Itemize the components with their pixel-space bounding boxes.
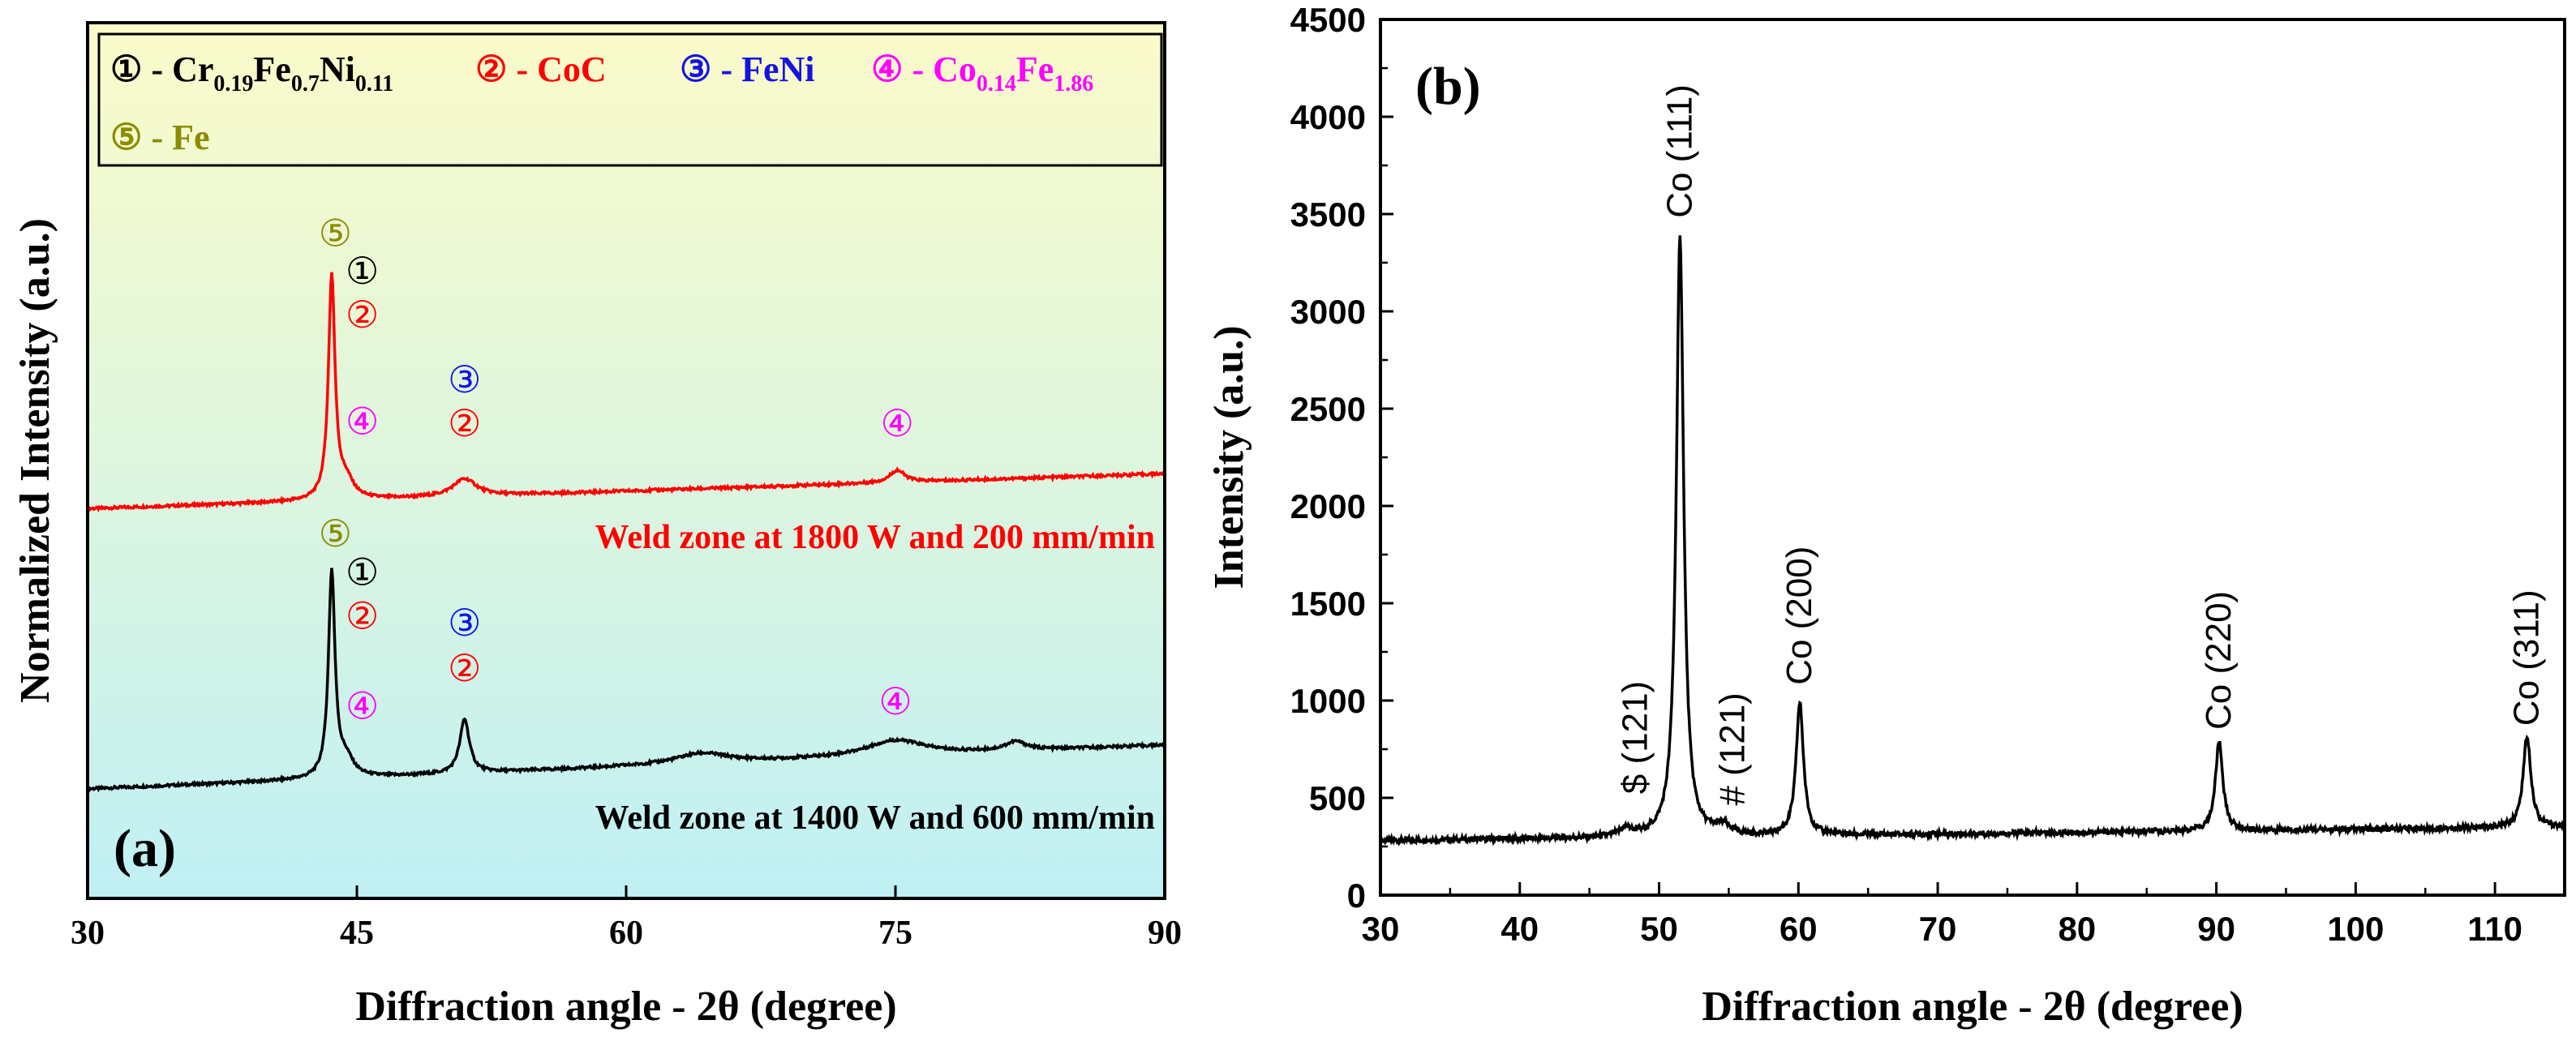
panel-a-peak-marker: ④ xyxy=(878,681,912,722)
legend-5-text: Fe xyxy=(172,118,209,157)
series-label-1800w: Weld zone at 1800 W and 200 mm/min xyxy=(595,519,1155,556)
panel-a-peak-marker: ③ xyxy=(448,602,481,644)
panel-b-x-tick-label: 70 xyxy=(1919,910,1957,948)
panel-a-x-tick-label: 75 xyxy=(878,915,912,952)
panel-a-peak-marker: ② xyxy=(448,648,481,689)
panel-a-peak-marker: ⑤ xyxy=(319,513,352,555)
panel-b-x-tick-label: 100 xyxy=(2327,910,2384,948)
panel-b-y-tick-label: 2500 xyxy=(1290,390,1366,428)
legend: ① - Cr0.19Fe0.7Ni0.11 ② - CoC ③ - FeNi ④… xyxy=(110,49,1093,157)
panel-a-x-tick-label: 45 xyxy=(340,915,374,952)
legend-4-sub1: 0.14 xyxy=(977,71,1016,96)
panel-label-a: (a) xyxy=(114,819,176,878)
legend-4-number: ④ xyxy=(871,49,903,89)
legend-1-text3: Ni xyxy=(320,49,355,89)
panel-a-peak-marker: ④ xyxy=(346,686,379,727)
panel-b: $ (121) Co (111) # (121) Co (200) Co (220) Co… xyxy=(1206,1,2566,1030)
panel-a-peak-marker: ② xyxy=(346,294,379,336)
legend-3-number: ③ xyxy=(680,49,711,89)
legend-entry-5: ⑤ - Fe xyxy=(110,118,210,157)
panel-b-x-axis-label: Diffraction angle - 2θ (degree) xyxy=(1702,984,2243,1030)
panel-a-peak-marker: ① xyxy=(346,551,379,593)
legend-1-dash: - xyxy=(142,49,172,89)
legend-3-dash: - xyxy=(711,49,741,89)
panel-b-x-tick-label: 40 xyxy=(1501,910,1539,948)
legend-5-dash: - xyxy=(142,118,172,157)
legend-5-number: ⑤ xyxy=(110,118,142,157)
panel-b-peak-label: Co (220) xyxy=(2199,591,2239,730)
panel-b-peak-label: Co (311) xyxy=(2507,589,2547,726)
panel-b-y-ticks: 0 500 1000 1500 2000 2500 3000 3500 4000 4500 xyxy=(1290,1,1393,915)
legend-box xyxy=(97,32,1163,167)
legend-1-text: Cr xyxy=(172,49,213,89)
panel-a-x-ticks: 30 45 60 75 90 xyxy=(71,885,1182,952)
panel-a-x-tick-label: 30 xyxy=(71,915,105,952)
panel-b-x-tick-label: 110 xyxy=(2467,910,2522,948)
panel-a-peak-marker: ① xyxy=(346,251,379,292)
panel-b-y-tick-label: 2000 xyxy=(1290,487,1366,525)
legend-1-sub2: 0.7 xyxy=(291,71,320,96)
panel-a-peak-marker: ④ xyxy=(346,401,379,443)
legend-entry-1: ① - Cr0.19Fe0.7Ni0.11 xyxy=(110,49,393,96)
panel-a-series-line-0 xyxy=(86,272,1166,513)
panel-b-x-tick-label: 80 xyxy=(2058,910,2096,948)
panel-a-peak-marker: ② xyxy=(448,403,481,444)
panel-b-background xyxy=(1380,19,2565,895)
panel-b-peak-label: # (121) xyxy=(1713,692,1753,805)
panel-b-peak-label: Co (200) xyxy=(1780,546,1819,685)
legend-entry-2: ② - CoC xyxy=(475,49,607,89)
panel-b-y-tick-label: 500 xyxy=(1309,779,1366,817)
legend-1-text2: Fe xyxy=(253,49,290,89)
panel-b-x-tick-label: 50 xyxy=(1640,910,1678,948)
panel-a-series-layer xyxy=(86,272,1166,794)
series-label-1400w: Weld zone at 1400 W and 600 mm/min xyxy=(595,799,1155,837)
panel-a-series-line-1 xyxy=(86,568,1166,794)
legend-4-text: Co xyxy=(933,49,977,89)
panel-a-peak-marker: ④ xyxy=(881,403,914,444)
legend-2-dash: - xyxy=(507,49,537,89)
panel-b-x-ticks: 30 40 50 60 70 80 90 100 110 xyxy=(1362,882,2522,948)
panel-a-y-axis-label: Normalized Intensity (a.u.) xyxy=(12,218,58,703)
legend-1-number: ① xyxy=(110,49,142,89)
panel-b-y-tick-label: 0 xyxy=(1347,876,1366,915)
panel-b-x-tick-label: 60 xyxy=(1780,910,1818,948)
panel-a-peak-marker: ② xyxy=(346,595,379,636)
panel-b-y-tick-label: 4500 xyxy=(1290,1,1366,39)
panel-b-x-tick-label: 90 xyxy=(2197,910,2235,948)
panel-a-peak-marker: ⑤ xyxy=(319,212,352,254)
panel-b-peak-label: Co (111) xyxy=(1659,84,1699,218)
panel-label-b: (b) xyxy=(1415,57,1481,116)
panel-b-y-tick-label: 1500 xyxy=(1290,585,1366,623)
legend-1-sub3: 0.11 xyxy=(355,71,393,96)
legend-3-text: FeNi xyxy=(741,49,814,89)
panel-b-y-tick-label: 4000 xyxy=(1290,98,1366,136)
legend-entry-4: ④ - Co0.14Fe1.86 xyxy=(871,49,1093,96)
legend-2-number: ② xyxy=(475,49,507,89)
panel-a-peak-marker: ③ xyxy=(448,359,481,401)
legend-2-text: CoC xyxy=(537,49,607,89)
panel-b-series-line-0 xyxy=(1379,235,2566,846)
panel-b-y-tick-label: 1000 xyxy=(1290,682,1366,720)
legend-entry-3: ③ - FeNi xyxy=(680,49,815,89)
panel-a-x-tick-label: 90 xyxy=(1148,915,1182,952)
legend-1-sub1: 0.19 xyxy=(213,71,253,96)
panel-a-x-axis-label: Diffraction angle - 2θ (degree) xyxy=(355,984,896,1030)
legend-4-dash: - xyxy=(903,49,933,89)
panel-b-series-layer xyxy=(1379,235,2566,846)
panel-b-y-tick-label: 3000 xyxy=(1290,293,1366,331)
panel-b-y-tick-label: 3500 xyxy=(1290,195,1366,234)
panel-b-x-tick-label: 30 xyxy=(1362,910,1400,948)
legend-4-text2: Fe xyxy=(1016,49,1054,89)
panel-b-y-axis-label: Intensity (a.u.) xyxy=(1206,325,1252,589)
legend-4-sub2: 1.86 xyxy=(1054,71,1093,96)
panel-a-background xyxy=(88,23,1165,898)
panel-b-peak-label: $ (121) xyxy=(1615,681,1655,794)
panel-a-x-tick-label: 60 xyxy=(609,915,643,952)
panel-b-peak-labels: $ (121) Co (111) # (121) Co (200) Co (220) Co… xyxy=(1615,84,2546,805)
